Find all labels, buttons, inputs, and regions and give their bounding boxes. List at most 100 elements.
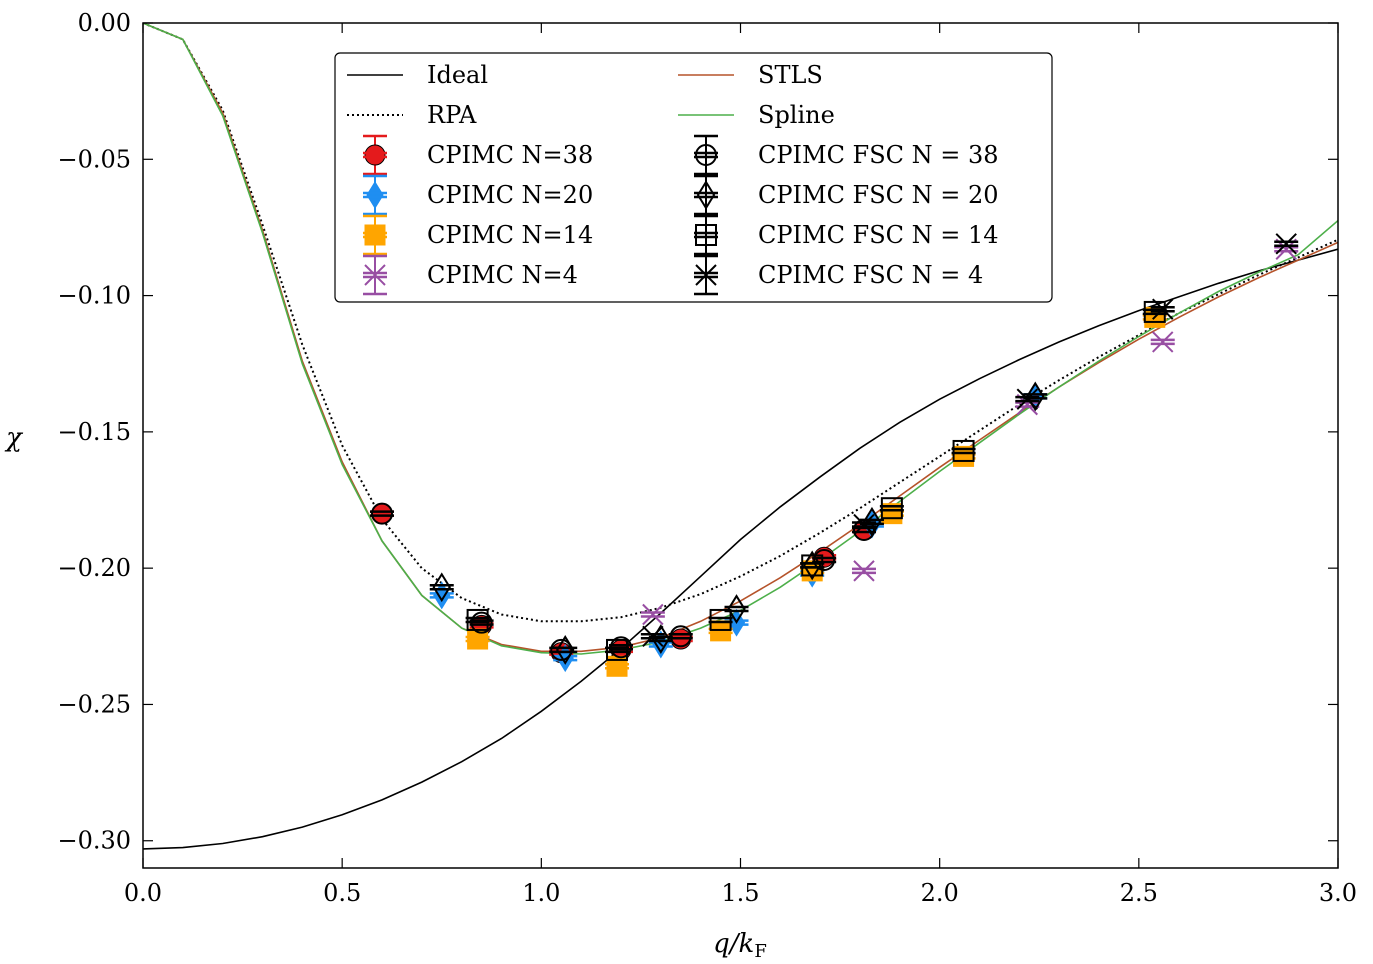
legend-box: [334, 52, 1053, 303]
x-axis-label: q/kF: [713, 929, 767, 962]
series-5-point-2-errcap: [648, 641, 673, 648]
legend-label: Spline: [758, 101, 835, 129]
series-10-point-3-errcap: [800, 562, 825, 569]
series-line-0: [143, 248, 1338, 850]
series-8-point-0-shape: [371, 502, 393, 525]
series-9-point-3: [724, 594, 749, 624]
series-10-point-3: [800, 554, 825, 577]
x-tick-label: 2.5: [1120, 879, 1158, 907]
series-10-point-4: [879, 497, 904, 520]
series-8-point-0: [370, 502, 394, 525]
series-10-point-2-errcap: [708, 616, 733, 624]
legend-marker-4: [363, 144, 387, 166]
legend-marker-10: [363, 264, 387, 286]
legend-marker-9: [694, 224, 718, 246]
series-6-point-0: [465, 628, 490, 650]
series-line-1: [143, 23, 1338, 623]
series-6-point-4-errcap: [879, 510, 904, 517]
series-9-point-1-errcap: [553, 646, 578, 654]
x-tick-label: 1.5: [721, 879, 759, 907]
series-10-point-0-shape: [466, 608, 489, 631]
series-9-point-4-shape: [803, 550, 822, 581]
x-tick-label: 2.0: [921, 879, 959, 907]
series-10-point-0: [465, 608, 490, 631]
legend-label: CPIMC N=4: [427, 261, 578, 289]
series-11-point-4: [1274, 233, 1299, 255]
series-9-point-6-shape: [1026, 381, 1045, 412]
series-7-point-0: [640, 603, 665, 626]
legend-marker-11-shape: [695, 264, 717, 286]
legend-handle-10: [363, 254, 387, 296]
legend-label: Ideal: [427, 61, 488, 89]
series-9-point-3-errcap: [724, 605, 749, 613]
series-7-point-3: [1150, 331, 1175, 353]
legend-marker-10-shape: [364, 264, 386, 286]
series-9-point-0-errcap: [429, 583, 454, 591]
legend-marker-9-errcap: [694, 231, 718, 239]
series-11-point-0-errcap: [640, 633, 665, 640]
series-11-point-1: [851, 513, 876, 536]
legend-label: STLS: [758, 61, 823, 89]
legend-label: CPIMC N=14: [427, 221, 593, 249]
series-7-point-3-shape: [1152, 331, 1174, 353]
series-10-point-4-shape: [880, 497, 903, 520]
series-10-point-2-shape: [709, 608, 732, 631]
series-7-point-0-shape: [642, 603, 664, 626]
series-6-point-5-errcap: [951, 453, 976, 460]
series-11-point-4-shape: [1275, 233, 1297, 255]
legend-handle-11: [694, 254, 718, 296]
legend-marker-7-shape: [696, 180, 716, 210]
series-9-point-0-shape: [432, 572, 451, 603]
series-9-point-5-shape: [862, 506, 882, 537]
legend-label: CPIMC N=20: [427, 181, 593, 209]
series-11-point-2-shape: [1016, 388, 1039, 410]
series-11-point-0-shape: [642, 625, 664, 648]
series-10-point-0-errcap: [465, 616, 490, 624]
plot-area: [143, 23, 1338, 850]
legend-handle-6: [363, 174, 387, 216]
series-6-point-0-errcap: [465, 635, 490, 643]
y-tick-label: −0.25: [57, 690, 131, 718]
y-tick-label: −0.10: [57, 282, 131, 310]
series-11-point-4-errcap: [1274, 240, 1299, 248]
x-tick-label: 0.0: [124, 879, 162, 907]
legend-handle-5: [694, 134, 718, 176]
series-6-point-6-errcap: [1142, 314, 1167, 321]
y-tick-label: −0.20: [57, 554, 131, 582]
series-11-point-3-errcap: [1150, 305, 1175, 313]
legend-marker-11: [694, 264, 718, 286]
series-9-point-1-shape: [556, 635, 575, 665]
series-7-point-1: [851, 560, 876, 582]
series-10-point-5-shape: [952, 439, 975, 462]
legend-marker-6: [363, 181, 387, 209]
legend-handle-8: [363, 214, 387, 256]
legend-marker-8-errcap: [363, 231, 387, 239]
axis-ticks: 0.0 0.5 1.0 1.5 2.0 2.5 3.0 0.00 −0.05 −0.10 −0.15…: [57, 9, 1357, 907]
x-tick-label: 0.5: [323, 879, 361, 907]
legend-label: CPIMC FSC N = 20: [758, 181, 999, 209]
y-tick-label: −0.15: [57, 418, 131, 446]
series-9-point-0: [429, 572, 454, 603]
series-10-point-5: [951, 439, 976, 462]
y-tick-label: 0.00: [78, 9, 131, 37]
legend-handle-9: [694, 214, 718, 256]
legend-label: RPA: [427, 101, 477, 129]
legend-handle-4: [363, 134, 387, 176]
legend-marker-6-errcap: [363, 191, 387, 199]
y-axis-label: χ: [4, 423, 24, 453]
legend-marker-5: [694, 144, 718, 166]
series-8-point-2-shape: [550, 638, 573, 661]
series-7-point-0-errcap: [640, 611, 665, 618]
series-8-point-1-errcap: [469, 619, 494, 626]
series-10-point-5-errcap: [951, 447, 976, 455]
legend-label: CPIMC FSC N = 38: [758, 141, 999, 169]
legend-label: CPIMC FSC N = 4: [758, 261, 983, 289]
y-tick-label: −0.05: [57, 145, 131, 173]
series-8-point-3-errcap: [609, 643, 633, 651]
legend-marker-11-errcap: [694, 271, 718, 279]
x-tick-label: 1.0: [522, 879, 560, 907]
x-tick-label: 3.0: [1319, 879, 1357, 907]
legend-marker-4-shape: [364, 144, 386, 166]
series-7-point-3-errcap: [1150, 338, 1175, 346]
